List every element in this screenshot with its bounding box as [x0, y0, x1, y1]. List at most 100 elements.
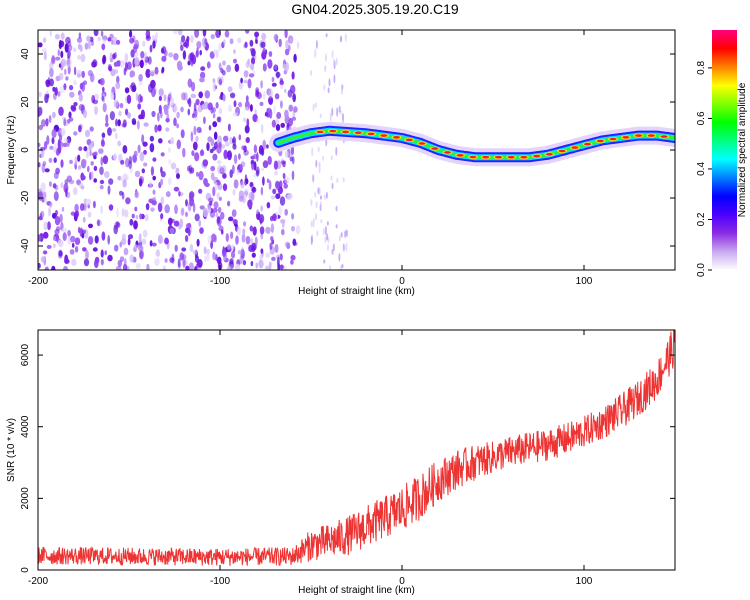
noise-blob [312, 217, 315, 228]
noise-blob [291, 116, 297, 121]
noise-blob [196, 238, 200, 247]
noise-blob [310, 235, 313, 246]
noise-blob [212, 121, 218, 128]
noise-blob [345, 242, 348, 252]
ridge-peak-core [316, 130, 324, 134]
noise-blob [233, 58, 237, 64]
noise-blob [290, 259, 294, 265]
noise-blob [45, 265, 49, 270]
noise-blob [134, 57, 140, 66]
noise-blob [253, 144, 258, 154]
noise-blob [126, 61, 132, 70]
noise-blob [338, 235, 341, 242]
noise-blob [155, 249, 160, 257]
noise-blob [121, 233, 127, 241]
noise-blob [275, 118, 280, 125]
noise-blob [145, 203, 150, 211]
noise-blob [243, 145, 247, 153]
noise-blob [100, 259, 104, 266]
noise-blob [139, 250, 144, 260]
noise-blob [161, 68, 164, 74]
noise-blob [215, 30, 221, 38]
noise-blob [89, 143, 93, 152]
noise-blob [91, 95, 96, 104]
noise-blob [163, 94, 167, 102]
noise-blob [67, 50, 71, 58]
noise-blob [38, 234, 41, 242]
noise-blob [192, 141, 198, 151]
noise-blob [194, 213, 200, 222]
noise-blob [216, 216, 221, 224]
noise-blob [100, 205, 103, 215]
noise-blob [38, 91, 42, 98]
noise-blob [80, 53, 86, 63]
noise-blob [240, 77, 243, 84]
noise-blob [57, 145, 62, 154]
noise-blob [259, 254, 263, 260]
noise-blob [242, 117, 247, 123]
noise-blob [105, 114, 109, 124]
noise-blob [59, 213, 63, 223]
noise-blob [87, 165, 90, 173]
noise-blob [139, 213, 143, 220]
noise-blob [180, 44, 184, 52]
noise-blob [168, 52, 174, 58]
noise-blob [119, 241, 122, 248]
noise-blob [127, 112, 131, 119]
noise-blob [57, 49, 60, 56]
noise-blob [124, 52, 129, 63]
noise-blob [51, 128, 57, 138]
noise-blob [330, 155, 333, 161]
noise-blob [160, 47, 165, 54]
noise-blob [212, 186, 216, 197]
noise-blob [71, 258, 77, 266]
noise-blob [225, 233, 229, 242]
noise-blob [201, 103, 208, 110]
noise-blob [278, 205, 283, 216]
noise-blob [97, 219, 100, 227]
noise-blob [250, 57, 256, 65]
noise-blob [151, 242, 157, 247]
noise-blob [231, 138, 235, 144]
noise-blob [181, 92, 186, 101]
noise-blob [135, 263, 141, 269]
noise-blob [62, 142, 68, 148]
noise-blob [234, 63, 240, 72]
noise-blob [292, 93, 297, 103]
noise-blob [272, 188, 277, 195]
noise-blob [49, 78, 54, 87]
noise-blob [273, 33, 279, 42]
noise-blob [53, 191, 59, 202]
noise-blob [218, 43, 222, 52]
noise-blob [65, 187, 68, 198]
noise-blob [97, 36, 101, 42]
noise-blob [161, 55, 167, 62]
noise-blob [142, 141, 148, 147]
noise-blob [125, 174, 129, 181]
noise-blob [222, 94, 226, 102]
noise-blob [47, 221, 51, 231]
noise-blob [58, 39, 63, 49]
noise-blob [131, 118, 137, 125]
noise-blob [52, 236, 56, 241]
noise-blob [73, 66, 77, 76]
noise-blob [84, 159, 87, 165]
noise-blob [141, 168, 145, 174]
noise-blob [129, 37, 135, 44]
noise-blob [113, 153, 117, 160]
noise-blob [55, 226, 61, 232]
noise-blob [196, 263, 199, 268]
noise-blob [208, 125, 212, 131]
noise-blob [123, 247, 129, 256]
noise-blob [83, 146, 88, 152]
noise-blob [173, 186, 180, 192]
noise-blob [102, 38, 106, 45]
noise-blob [245, 136, 250, 144]
noise-blob [344, 33, 347, 42]
noise-blob [108, 204, 114, 211]
noise-blob [195, 50, 199, 58]
noise-blob [222, 60, 226, 66]
noise-blob [252, 113, 258, 123]
noise-blob [38, 146, 41, 156]
noise-blob [108, 178, 114, 185]
